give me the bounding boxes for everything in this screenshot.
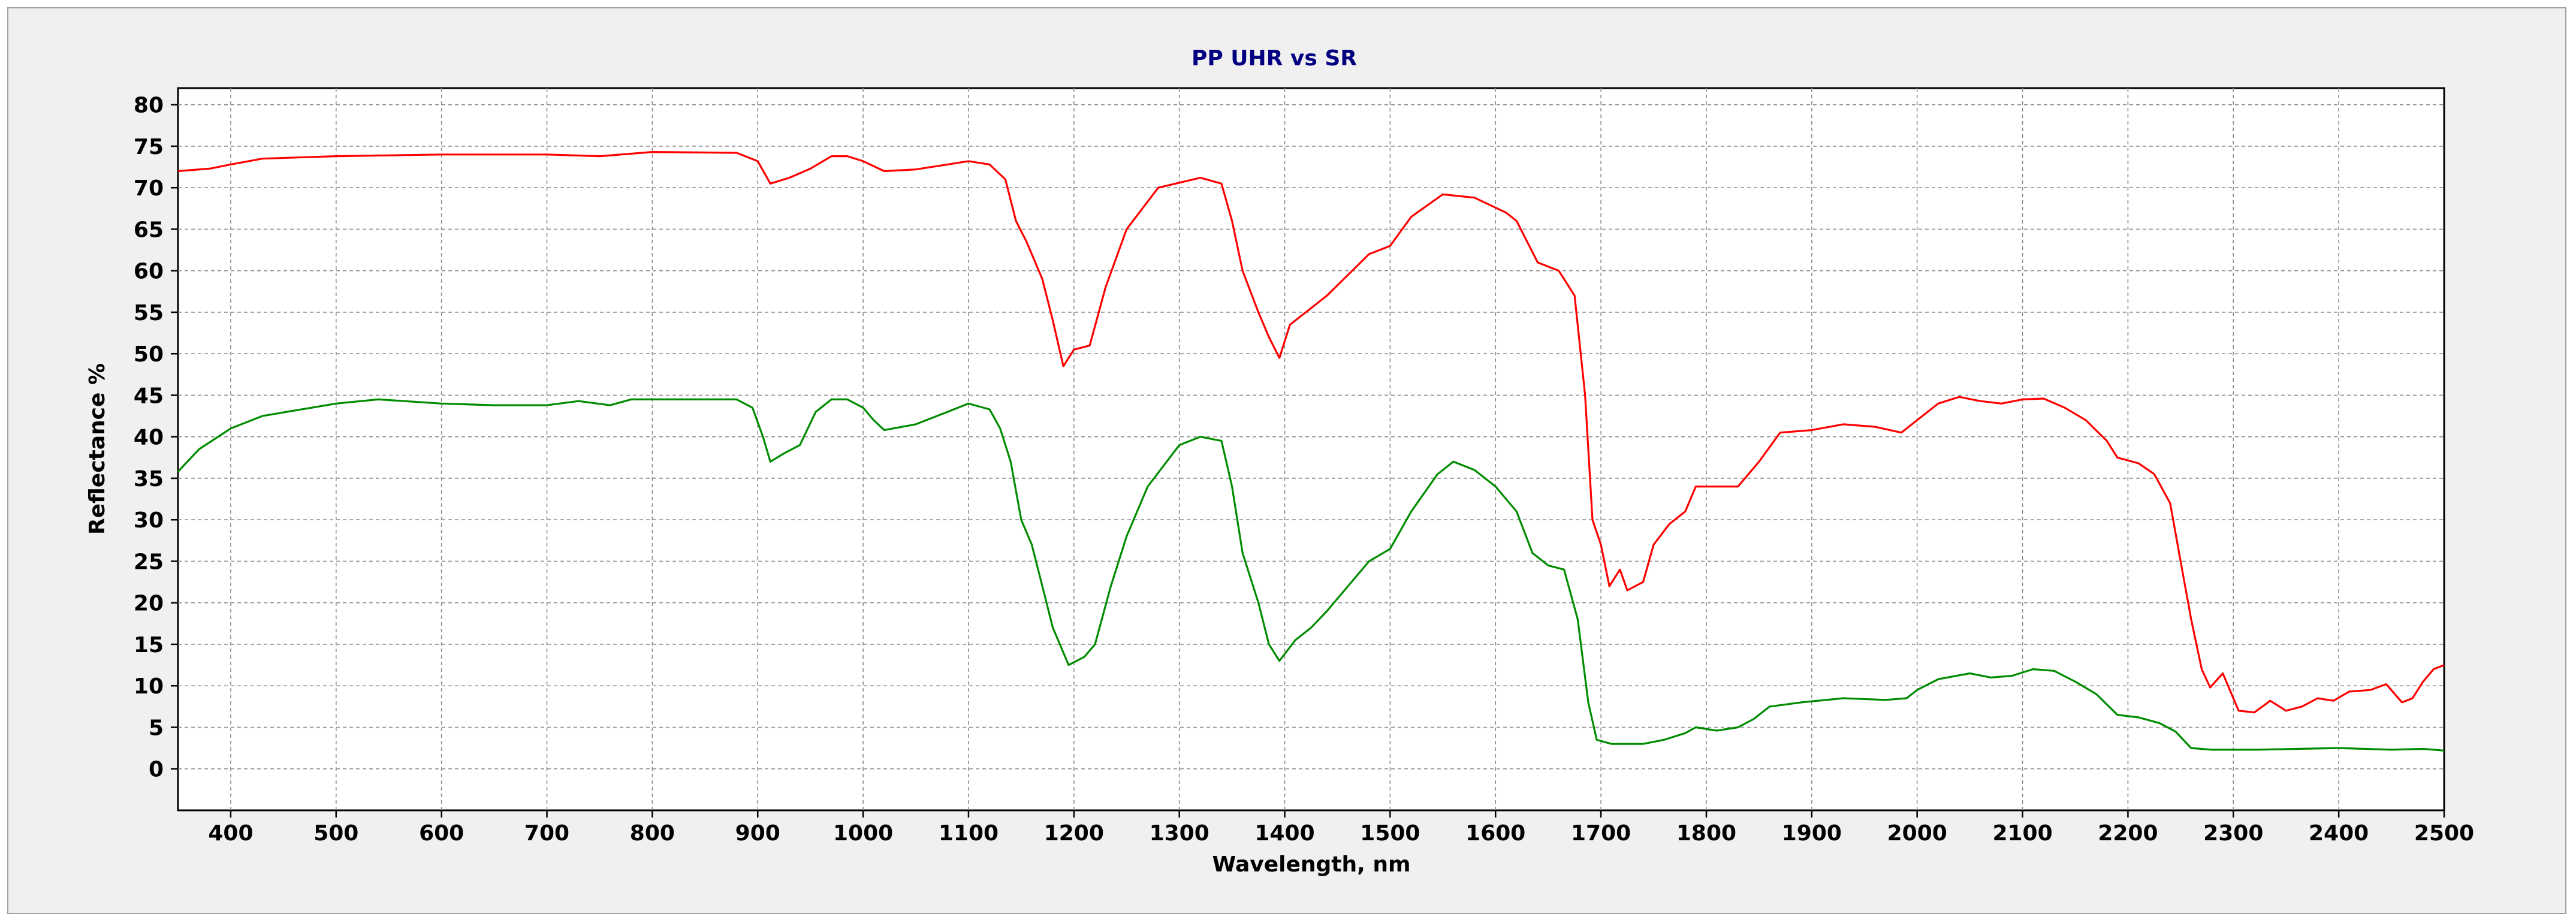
x-tick-label: 1500 (1360, 821, 1420, 846)
y-tick-label: 20 (134, 592, 164, 616)
x-tick-label: 1700 (1571, 821, 1631, 846)
x-tick-label: 1300 (1150, 821, 1209, 846)
x-tick-label: 2200 (2098, 821, 2158, 846)
x-tick-label: 700 (524, 821, 569, 846)
y-tick-label: 30 (134, 508, 164, 533)
y-tick-label: 35 (134, 467, 164, 491)
series-line-1 (177, 151, 2445, 714)
x-tick-label: 1000 (833, 821, 893, 846)
series-group (177, 151, 2445, 752)
reflectance-chart: 400 500 600 700 800 900 1000 1100 1200 1300 1400 15… (85, 46, 2474, 877)
plot-area (177, 87, 2445, 812)
chart-frame: 400 500 600 700 800 900 1000 1100 1200 1300 1400 15… (7, 7, 2566, 914)
x-axis-label: Wavelength, nm (1212, 852, 1411, 877)
y-tick-label: 15 (134, 633, 164, 657)
x-tick-label: 900 (735, 821, 780, 846)
y-tick-label: 0 (149, 758, 164, 782)
y-tick-label: 50 (134, 342, 164, 367)
x-tick-label: 1200 (1044, 821, 1104, 846)
x-tick-label: 1800 (1676, 821, 1736, 846)
x-tick-label: 1600 (1465, 821, 1525, 846)
x-tick-label: 2400 (2309, 821, 2369, 846)
x-tick-label: 2300 (2203, 821, 2263, 846)
y-tick-label: 5 (149, 716, 164, 740)
y-tick-label: 25 (134, 550, 164, 574)
y-tick-label: 75 (134, 135, 164, 159)
y-tick-label: 55 (134, 301, 164, 325)
x-tick-label: 2500 (2414, 821, 2474, 846)
ticks: 400 500 600 700 800 900 1000 1100 1200 1300 1400 15… (134, 93, 2474, 846)
x-tick-label: 800 (630, 821, 675, 846)
y-tick-label: 40 (134, 426, 164, 450)
chart-title: PP UHR vs SR (1192, 46, 1357, 71)
x-tick-label: 1900 (1782, 821, 1842, 846)
x-tick-label: 500 (313, 821, 358, 846)
y-tick-label: 80 (134, 93, 164, 118)
x-tick-label: 1100 (939, 821, 999, 846)
x-tick-label: 1400 (1254, 821, 1314, 846)
x-tick-label: 2100 (1992, 821, 2052, 846)
y-axis-label: Reflectance % (85, 363, 110, 535)
x-tick-label: 400 (208, 821, 253, 846)
y-tick-label: 70 (134, 176, 164, 201)
y-tick-label: 10 (134, 674, 164, 699)
y-tick-label: 45 (134, 384, 164, 408)
y-tick-label: 60 (134, 260, 164, 284)
x-tick-label: 2000 (1887, 821, 1947, 846)
y-tick-label: 65 (134, 218, 164, 242)
series-line-2 (177, 398, 2445, 752)
x-tick-label: 600 (419, 821, 464, 846)
